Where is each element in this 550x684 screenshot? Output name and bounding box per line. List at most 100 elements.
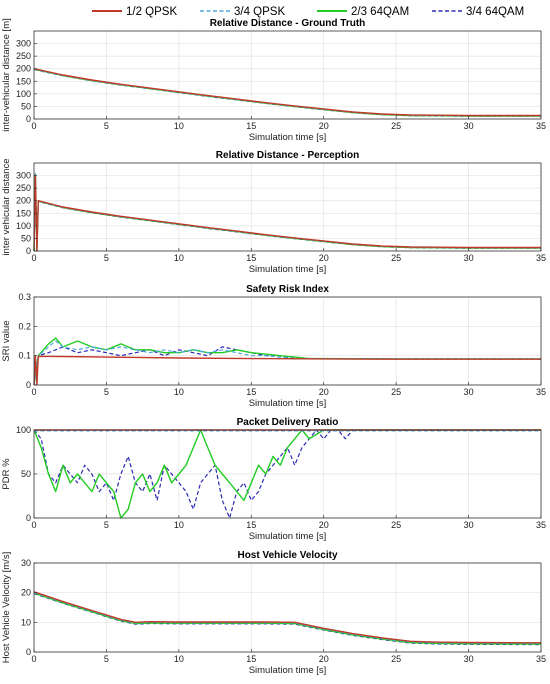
- y-tick-label: 250: [16, 51, 31, 61]
- y-tick-label: 300: [16, 171, 31, 181]
- chart-panel-5: 0 5 10 15 20 25 30 35 0 10 20 30 Host Vehicle Veloci…: [1, 550, 546, 676]
- panel-title: Packet Delivery Ratio: [237, 417, 339, 428]
- y-tick-label: 0: [26, 246, 31, 256]
- x-tick-label: 20: [319, 121, 329, 131]
- y-tick-label: 100: [16, 89, 31, 99]
- x-tick-label: 0: [31, 654, 36, 664]
- x-tick-label: 30: [464, 253, 474, 263]
- x-tick-label: 5: [104, 253, 109, 263]
- x-tick-label: 30: [464, 121, 474, 131]
- x-tick-label: 0: [31, 520, 36, 530]
- x-axis-label: Simulation time [s]: [249, 531, 327, 542]
- x-tick-label: 10: [174, 654, 184, 664]
- x-tick-label: 20: [319, 387, 329, 397]
- x-tick-label: 15: [246, 654, 256, 664]
- x-tick-label: 20: [319, 253, 329, 263]
- y-tick-label: 200: [16, 64, 31, 74]
- x-tick-label: 5: [104, 387, 109, 397]
- x-axis-label: Simulation time [s]: [249, 398, 327, 409]
- y-tick-label: 0: [26, 513, 31, 523]
- legend-label: 1/2 QPSK: [126, 6, 177, 18]
- chart-panel-2: 0 5 10 15 20 25 30 35050100150200250300Relative…: [1, 150, 546, 275]
- y-tick-label: 250: [16, 183, 31, 193]
- series-line-1: [33, 68, 541, 117]
- y-tick-label: 0.2: [18, 321, 31, 331]
- x-axis-label: Simulation time [s]: [249, 264, 327, 275]
- panel-title: Safety Risk Index: [246, 284, 329, 295]
- x-tick-label: 10: [174, 520, 184, 530]
- x-tick-label: 35: [536, 520, 546, 530]
- x-tick-label: 10: [174, 253, 184, 263]
- x-tick-label: 20: [319, 520, 329, 530]
- x-tick-label: 0: [31, 121, 36, 131]
- chart-panel-3: 0 5 10 15 20 25 30 35 0 0.1 0.2 0.3 Safety Risk Inde…: [1, 284, 546, 409]
- axes-frame: [33, 162, 542, 252]
- x-tick-label: 20: [319, 654, 329, 664]
- chart-panels: 0 5 10 15 20 25 30 35050100150200250300Relative…: [1, 18, 546, 676]
- y-axis-label: inter-vehicular distance [m]: [1, 18, 12, 132]
- x-tick-label: 25: [391, 121, 401, 131]
- y-tick-label: 0: [26, 114, 31, 124]
- series-line-4: [33, 429, 541, 519]
- legend-label: 2/3 64QAM: [351, 6, 409, 18]
- x-tick-label: 35: [536, 654, 546, 664]
- y-axis-label: Host Vehicle Velocity [m/s]: [1, 552, 12, 663]
- x-tick-label: 30: [464, 520, 474, 530]
- y-tick-label: 10: [21, 617, 31, 627]
- panel-title: Relative Distance - Perception: [216, 150, 359, 161]
- y-tick-label: 0: [26, 380, 31, 390]
- x-tick-label: 35: [536, 121, 546, 131]
- x-tick-label: 10: [174, 387, 184, 397]
- x-tick-label: 15: [246, 387, 256, 397]
- plot-area: [34, 563, 541, 652]
- y-axis-label: PDR %: [1, 458, 12, 490]
- x-tick-label: 35: [536, 387, 546, 397]
- chart-panel-4: 0 5 10 15 20 25 30 35 0 50 100 Packet Delivery Rati…: [1, 417, 546, 542]
- y-tick-label: 50: [21, 233, 31, 243]
- x-tick-label: 25: [391, 654, 401, 664]
- x-tick-label: 25: [391, 520, 401, 530]
- x-tick-label: 15: [246, 121, 256, 131]
- y-tick-label: 0: [26, 647, 31, 657]
- legend-label: 3/4 64QAM: [466, 6, 524, 18]
- legend: 1/2 QPSK 3/4 QPSK 2/3 64QAM 3/4 64QAM: [92, 6, 524, 18]
- x-tick-label: 10: [174, 121, 184, 131]
- x-tick-label: 25: [391, 253, 401, 263]
- x-tick-label: 35: [536, 253, 546, 263]
- x-axis-label: Simulation time [s]: [249, 665, 327, 676]
- x-axis-label: Simulation time [s]: [249, 132, 327, 143]
- y-tick-label: 30: [21, 558, 31, 568]
- plot-area: [34, 31, 541, 119]
- legend-label: 3/4 QPSK: [234, 6, 285, 18]
- y-axis-label: inter vehicular distance: [1, 158, 12, 255]
- x-tick-label: 5: [104, 654, 109, 664]
- panel-title: Host Vehicle Velocity: [237, 550, 337, 561]
- y-tick-label: 200: [16, 196, 31, 206]
- y-tick-label: 0.3: [18, 292, 31, 302]
- series-line-3: [33, 429, 541, 519]
- axes-frame: [33, 30, 542, 120]
- legend-entry-1: 1/2 QPSK: [92, 6, 177, 18]
- y-tick-label: 20: [21, 588, 31, 598]
- series-line-1: [33, 355, 541, 386]
- series-line-1: [33, 174, 541, 252]
- y-tick-label: 50: [21, 101, 31, 111]
- y-tick-label: 150: [16, 208, 31, 218]
- legend-entry-3: 2/3 64QAM: [317, 6, 409, 18]
- y-tick-label: 100: [16, 221, 31, 231]
- x-tick-label: 5: [104, 520, 109, 530]
- panel-title: Relative Distance - Ground Truth: [210, 18, 366, 29]
- y-tick-label: 50: [21, 469, 31, 479]
- x-tick-label: 30: [464, 387, 474, 397]
- x-tick-label: 0: [31, 387, 36, 397]
- axes-frame: [33, 296, 542, 386]
- x-tick-label: 25: [391, 387, 401, 397]
- legend-entry-4: 3/4 64QAM: [432, 6, 524, 18]
- y-tick-label: 100: [16, 425, 31, 435]
- plot-area: [34, 163, 541, 251]
- plot-area: [34, 297, 541, 385]
- axes-frame: [33, 562, 542, 653]
- y-tick-label: 0.1: [18, 351, 31, 361]
- x-tick-label: 15: [246, 520, 256, 530]
